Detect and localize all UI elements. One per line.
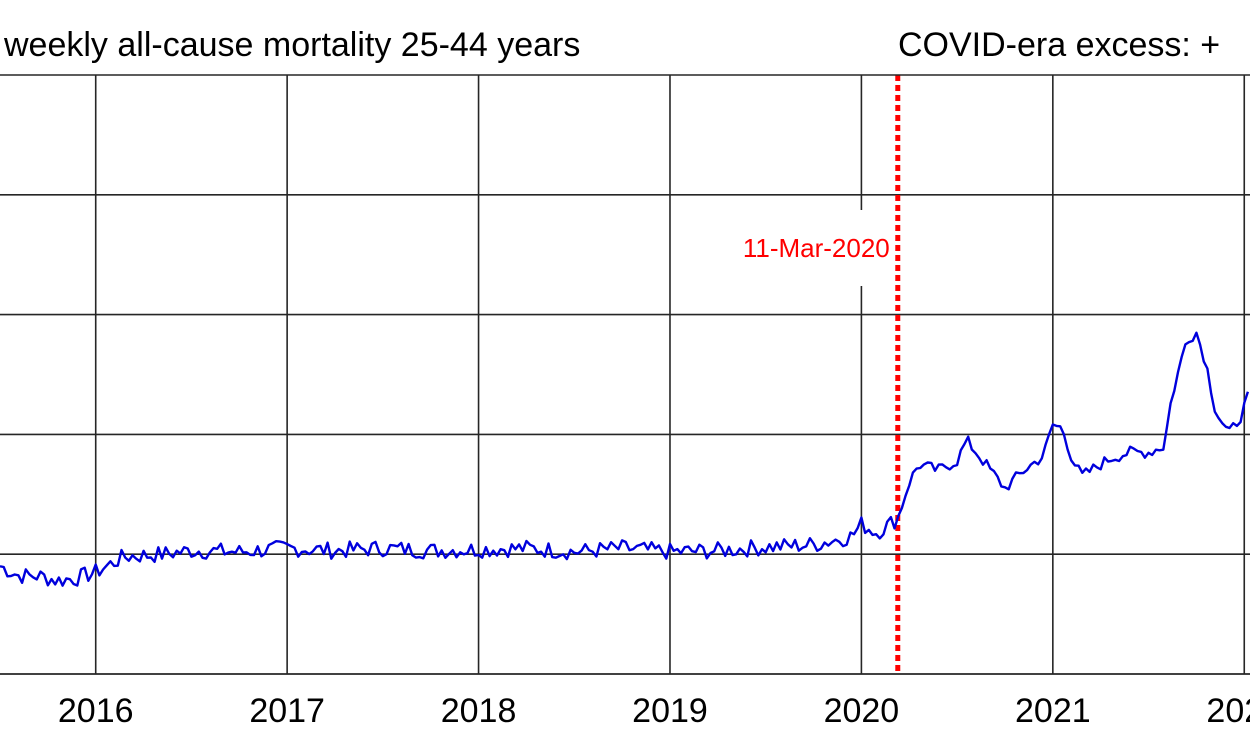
annotation-text: 11-Mar-2020 bbox=[743, 233, 890, 263]
x-tick-label-2020: 2020 bbox=[824, 692, 900, 730]
x-tick-label-2019: 2019 bbox=[632, 692, 708, 730]
axes-frame bbox=[0, 74, 1250, 675]
chart-title-right: COVID-era excess: + bbox=[898, 26, 1220, 64]
annotation-label: 11-Mar-2020 bbox=[717, 210, 892, 286]
x-tick-labels: 2016 2017 2018 2019 2020 2021 2022 bbox=[58, 692, 1250, 730]
x-tick-label-2018: 2018 bbox=[441, 692, 517, 730]
x-tick-label-2021: 2021 bbox=[1015, 692, 1091, 730]
x-tick-label-2016: 2016 bbox=[58, 692, 134, 730]
series-line-mortality bbox=[0, 331, 1250, 587]
chart-title-left: weekly all-cause mortality 25-44 years bbox=[3, 26, 580, 64]
x-tick-label-2017: 2017 bbox=[249, 692, 325, 730]
x-tick-label-2022: 2022 bbox=[1206, 692, 1250, 730]
grid-lines bbox=[0, 75, 1250, 674]
annotation-background bbox=[717, 210, 892, 286]
